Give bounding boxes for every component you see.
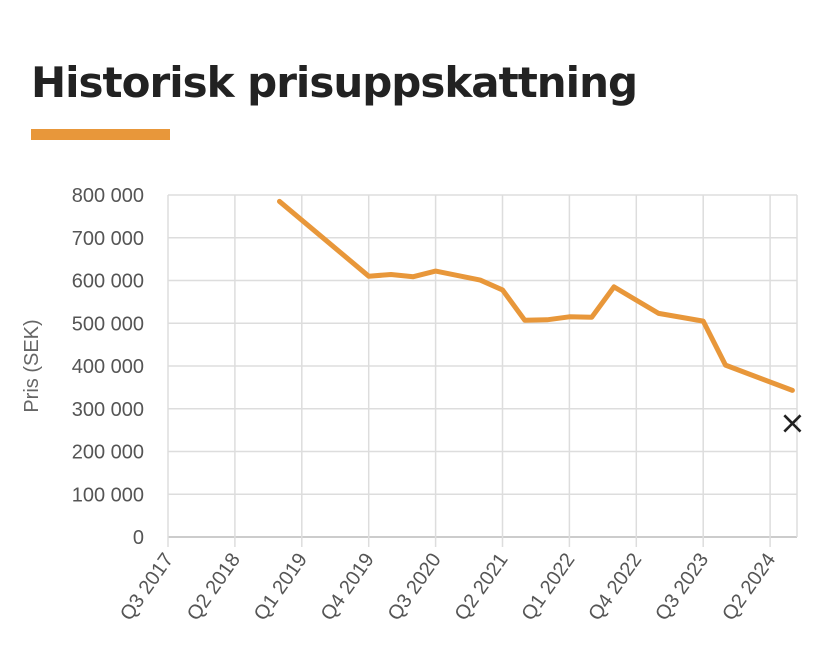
- data-point: [478, 278, 483, 283]
- data-point: [522, 318, 527, 323]
- price-series-points: [277, 199, 795, 393]
- x-tick-label: Q1 2019: [250, 549, 312, 624]
- y-tick-label: 0: [133, 527, 144, 549]
- x-tick-label: Q3 2017: [116, 549, 178, 624]
- data-point: [701, 319, 706, 324]
- data-point: [545, 317, 550, 322]
- data-point: [500, 287, 505, 292]
- x-tick-label: Q2 2024: [718, 549, 780, 624]
- data-point: [567, 314, 572, 319]
- x-tick-label: Q4 2022: [584, 549, 646, 624]
- x-tick-label: Q3 2023: [651, 549, 713, 624]
- y-tick-label: 500 000: [72, 313, 144, 335]
- y-tick-label: 600 000: [72, 271, 144, 293]
- data-point: [389, 272, 393, 277]
- grid-layer: [167, 194, 798, 547]
- x-tick-label: Q2 2021: [451, 549, 513, 624]
- y-tick-label: 100 000: [72, 484, 144, 506]
- data-point: [589, 315, 594, 320]
- y-tick-label: 800 000: [72, 185, 144, 207]
- y-tick-labels: 0 100 000 200 000 300 000 400 000 500 000 600 …: [72, 185, 144, 549]
- close-icon[interactable]: ×: [779, 404, 806, 442]
- data-point: [612, 284, 616, 289]
- y-tick-label: 700 000: [72, 228, 144, 250]
- y-tick-label: 200 000: [72, 442, 144, 464]
- y-tick-label: 400 000: [72, 356, 144, 378]
- x-tick-label: Q2 2018: [183, 549, 245, 624]
- data-point: [366, 274, 371, 279]
- data-point: [411, 274, 416, 279]
- page-title: Historisk prisuppskattning: [31, 58, 638, 107]
- data-point: [790, 388, 795, 393]
- x-tick-label: Q3 2020: [384, 549, 446, 624]
- data-point: [723, 363, 728, 368]
- x-tick-labels: Q3 2017 Q2 2018 Q1 2019 Q4 2019 Q3 2020 Q2 20…: [116, 549, 780, 624]
- y-tick-label: 300 000: [72, 399, 144, 421]
- title-accent-bar: [31, 129, 170, 140]
- data-point: [433, 269, 438, 274]
- y-axis-label: Pris (SEK): [21, 319, 43, 412]
- x-tick-label: Q4 2019: [317, 549, 379, 624]
- annotations[interactable]: ×: [779, 404, 806, 442]
- x-tick-label: Q1 2022: [517, 549, 579, 624]
- data-point: [277, 199, 282, 204]
- price-series-line: [277, 198, 795, 393]
- data-point: [656, 311, 661, 316]
